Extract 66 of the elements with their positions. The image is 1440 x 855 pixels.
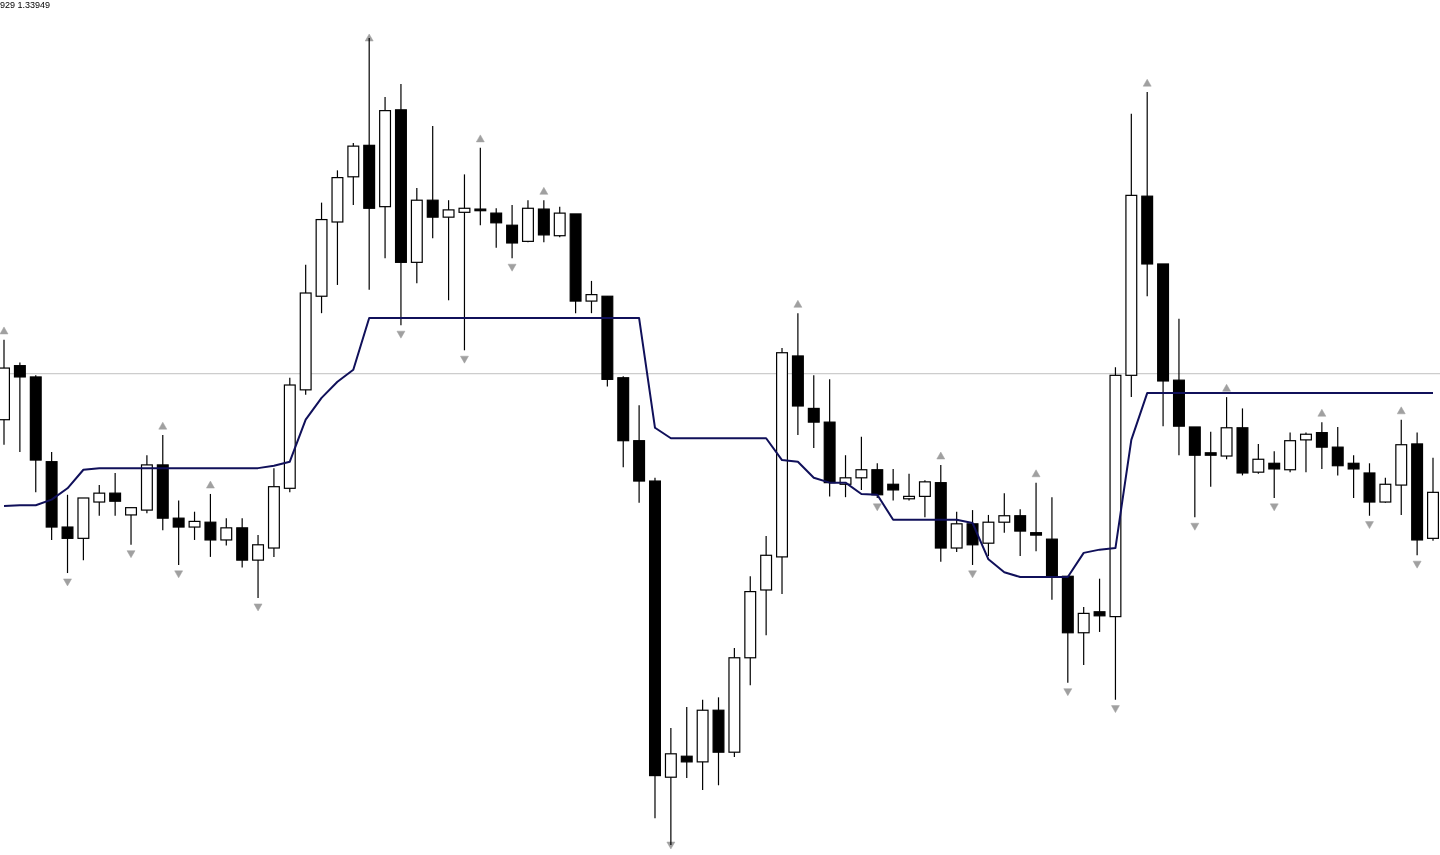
point [396, 330, 406, 339]
candlestick [125, 507, 138, 546]
point [63, 578, 72, 587]
point [1365, 521, 1374, 529]
point [936, 451, 946, 460]
point [968, 570, 977, 579]
candlestick [188, 511, 201, 541]
point [1396, 406, 1406, 415]
candlestick [918, 479, 931, 518]
candlestick [966, 509, 979, 566]
candlestick [474, 147, 487, 226]
candlestick [506, 204, 519, 259]
candlestick [1268, 450, 1281, 499]
point [174, 570, 183, 579]
candlestick [1347, 454, 1360, 499]
candlestick [442, 199, 455, 301]
point [476, 134, 485, 143]
candlestick [1331, 426, 1344, 476]
candlestick [204, 493, 217, 558]
candlestick [982, 514, 995, 557]
point [158, 421, 168, 430]
candlestick [458, 173, 471, 351]
point [1222, 383, 1231, 392]
candlestick [93, 484, 106, 517]
candlestick [1379, 477, 1392, 504]
candlestick [426, 125, 439, 239]
point [460, 355, 469, 364]
point [1142, 78, 1152, 87]
candlestick [1014, 508, 1027, 557]
candlestick [1077, 606, 1090, 666]
candlestick [61, 494, 74, 574]
point [1063, 688, 1073, 696]
candlestick [1093, 578, 1106, 633]
point [0, 326, 9, 335]
point [1031, 469, 1041, 478]
candlestick [13, 361, 26, 453]
candlestick [220, 517, 233, 547]
candlestick [1315, 421, 1328, 470]
candlestick [1252, 443, 1265, 475]
point [539, 187, 549, 195]
point [793, 300, 803, 308]
point [1269, 503, 1279, 512]
point [873, 503, 882, 512]
point [1190, 522, 1200, 531]
candlestick [585, 280, 598, 314]
candlestick [680, 706, 693, 779]
candlestick [172, 499, 185, 566]
point [253, 603, 263, 612]
point [507, 263, 517, 272]
candlestick [1204, 431, 1217, 488]
candlestick [855, 436, 868, 491]
candlestick [887, 468, 900, 502]
point [126, 550, 136, 558]
candlestick [553, 206, 566, 238]
point [1412, 560, 1422, 569]
candlestick [1299, 432, 1312, 473]
candlestick [807, 374, 820, 449]
text: 929 1.33949 [0, 0, 51, 10]
point [1317, 409, 1327, 417]
point [1111, 705, 1120, 713]
candlestick [109, 472, 122, 517]
candlestick [1030, 482, 1043, 552]
candlestick [490, 207, 503, 249]
point [206, 480, 215, 489]
candlestick [998, 492, 1011, 534]
candlestick [252, 534, 265, 599]
